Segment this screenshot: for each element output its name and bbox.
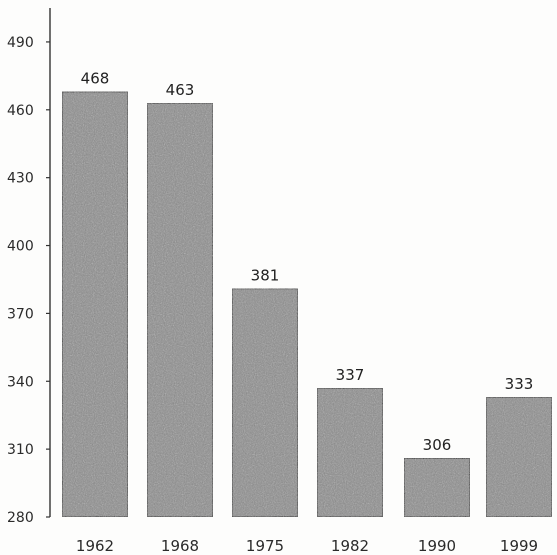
y-axis-ticks: 280 310 340 370 400 430 460 490 xyxy=(7,35,50,526)
x-axis-labels: 1962 1968 1975 1982 1990 1999 xyxy=(76,537,538,555)
y-tick-label: 370 xyxy=(7,306,34,322)
bar-1999 xyxy=(486,397,552,517)
data-label-1975: 381 xyxy=(251,267,280,285)
x-tick-label-1968: 1968 xyxy=(161,537,199,555)
y-tick-label: 340 xyxy=(7,374,34,390)
y-tick-label: 460 xyxy=(7,103,34,119)
y-tick-label: 490 xyxy=(7,35,34,51)
data-label-1982: 337 xyxy=(336,366,365,384)
x-tick-label-1990: 1990 xyxy=(418,537,456,555)
y-tick-label: 310 xyxy=(7,442,34,458)
data-label-1990: 306 xyxy=(423,436,452,454)
bar-1990 xyxy=(404,458,470,517)
bars-group xyxy=(62,92,552,517)
x-tick-label-1999: 1999 xyxy=(500,537,538,555)
bar-1982 xyxy=(317,388,383,517)
x-tick-label-1975: 1975 xyxy=(246,537,284,555)
x-tick-label-1982: 1982 xyxy=(331,537,369,555)
data-label-1962: 468 xyxy=(81,70,110,88)
bar-1962 xyxy=(62,92,128,517)
bar-1975 xyxy=(232,289,298,517)
data-label-1999: 333 xyxy=(505,375,534,393)
bar-1968 xyxy=(147,103,213,517)
y-tick-label: 430 xyxy=(7,171,34,187)
y-tick-label: 280 xyxy=(7,510,34,526)
y-tick-label: 400 xyxy=(7,239,34,255)
x-tick-label-1962: 1962 xyxy=(76,537,114,555)
data-label-1968: 463 xyxy=(166,81,195,99)
